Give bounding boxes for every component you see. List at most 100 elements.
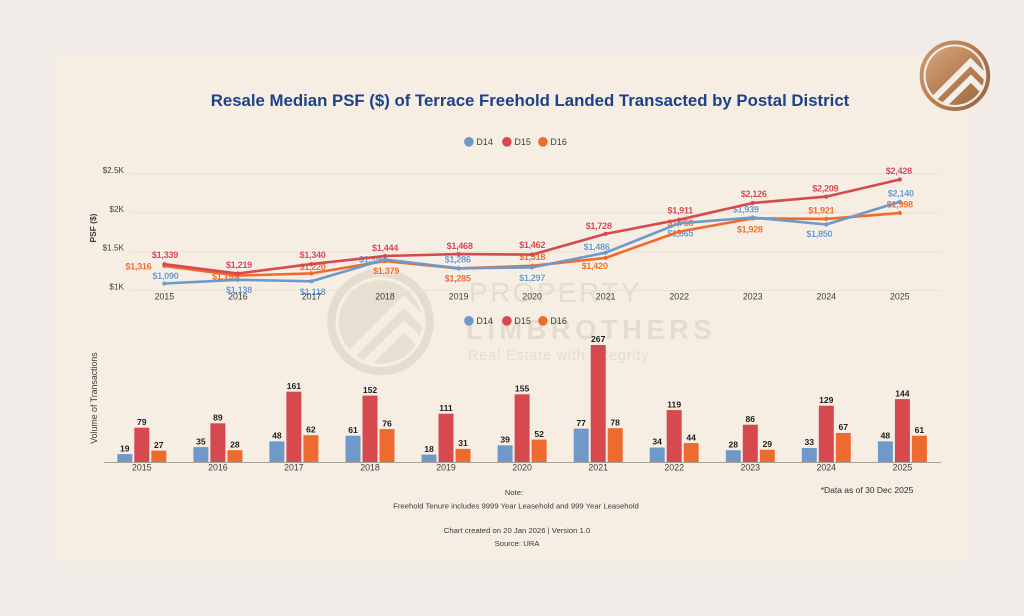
svg-text:28: 28 xyxy=(729,439,739,449)
svg-text:89: 89 xyxy=(213,413,223,423)
svg-text:76: 76 xyxy=(382,418,392,428)
svg-text:52: 52 xyxy=(534,429,544,439)
svg-text:$1,339: $1,339 xyxy=(152,250,178,260)
svg-text:44: 44 xyxy=(686,432,696,442)
svg-text:$1,340: $1,340 xyxy=(299,250,325,260)
svg-text:$1,444: $1,444 xyxy=(372,243,399,253)
svg-text:PSF ($): PSF ($) xyxy=(88,213,98,242)
svg-text:2020: 2020 xyxy=(512,463,532,473)
svg-text:2021: 2021 xyxy=(596,292,616,302)
svg-text:PROPERTY: PROPERTY xyxy=(469,277,642,308)
svg-text:$1,090: $1,090 xyxy=(152,271,178,281)
svg-text:$1,379: $1,379 xyxy=(373,266,399,276)
svg-text:144: 144 xyxy=(895,388,910,398)
svg-text:$1,316: $1,316 xyxy=(125,261,151,271)
svg-text:119: 119 xyxy=(667,399,681,409)
svg-text:2024: 2024 xyxy=(817,463,837,473)
svg-text:$1,462: $1,462 xyxy=(519,240,545,250)
svg-text:$1,297: $1,297 xyxy=(519,273,545,283)
svg-text:2023: 2023 xyxy=(743,292,763,302)
svg-text:111: 111 xyxy=(439,403,453,413)
svg-text:$2,209: $2,209 xyxy=(812,183,838,193)
svg-text:27: 27 xyxy=(154,440,164,450)
svg-text:$2.5K: $2.5K xyxy=(103,166,125,175)
svg-text:D14: D14 xyxy=(476,137,493,147)
svg-text:2018: 2018 xyxy=(360,463,380,473)
svg-text:D16: D16 xyxy=(550,316,567,326)
svg-text:Volume of Transactions: Volume of Transactions xyxy=(89,352,99,444)
svg-text:D14: D14 xyxy=(476,316,493,326)
svg-text:61: 61 xyxy=(915,425,925,435)
svg-text:267: 267 xyxy=(591,334,606,344)
svg-text:*Data as of 30 Dec 2025: *Data as of 30 Dec 2025 xyxy=(821,485,914,495)
svg-text:2023: 2023 xyxy=(741,463,761,473)
svg-text:D16: D16 xyxy=(550,137,567,147)
svg-text:152: 152 xyxy=(363,385,378,395)
svg-text:61: 61 xyxy=(348,425,358,435)
svg-text:$1,911: $1,911 xyxy=(667,205,693,215)
svg-text:2016: 2016 xyxy=(208,463,228,473)
svg-text:2022: 2022 xyxy=(664,463,684,473)
svg-text:$1,850: $1,850 xyxy=(806,229,832,239)
svg-text:D15: D15 xyxy=(514,137,531,147)
svg-text:79: 79 xyxy=(137,417,147,427)
svg-text:Source: URA: Source: URA xyxy=(495,539,541,548)
svg-text:29: 29 xyxy=(763,439,773,449)
svg-text:2019: 2019 xyxy=(449,292,469,302)
svg-text:2016: 2016 xyxy=(228,292,248,302)
svg-text:161: 161 xyxy=(287,381,302,391)
svg-text:28: 28 xyxy=(230,439,240,449)
svg-text:$1,486: $1,486 xyxy=(584,242,610,252)
svg-text:155: 155 xyxy=(515,384,530,394)
svg-text:35: 35 xyxy=(196,436,206,446)
svg-text:$1,286: $1,286 xyxy=(445,254,471,264)
svg-text:86: 86 xyxy=(746,414,756,424)
svg-text:2021: 2021 xyxy=(588,463,608,473)
svg-text:$2,126: $2,126 xyxy=(741,189,767,199)
svg-text:2015: 2015 xyxy=(132,463,152,473)
svg-text:Real Estate with Integrity: Real Estate with Integrity xyxy=(468,348,649,364)
svg-text:Note:: Note: xyxy=(505,488,523,497)
svg-text:18: 18 xyxy=(424,444,434,454)
svg-text:$1,728: $1,728 xyxy=(586,221,612,231)
svg-text:78: 78 xyxy=(610,417,620,427)
svg-text:19: 19 xyxy=(120,443,130,453)
svg-text:48: 48 xyxy=(881,431,891,441)
svg-text:34: 34 xyxy=(652,437,662,447)
svg-text:Chart created on 20 Jan 2026 |: Chart created on 20 Jan 2026 | Version 1… xyxy=(444,526,590,535)
svg-text:2025: 2025 xyxy=(890,292,910,302)
svg-text:2017: 2017 xyxy=(284,463,304,473)
svg-text:31: 31 xyxy=(458,438,468,448)
svg-text:$1,928: $1,928 xyxy=(737,224,763,234)
svg-text:39: 39 xyxy=(500,435,510,445)
svg-text:$1K: $1K xyxy=(109,283,124,292)
svg-text:62: 62 xyxy=(306,424,316,434)
svg-text:2025: 2025 xyxy=(893,463,913,473)
svg-text:$2,140: $2,140 xyxy=(888,188,914,198)
svg-text:2015: 2015 xyxy=(155,292,175,302)
svg-text:$2,428: $2,428 xyxy=(886,166,912,176)
svg-text:$1,219: $1,219 xyxy=(226,260,252,270)
svg-text:$1.5K: $1.5K xyxy=(103,244,125,253)
svg-text:Freehold Tenure includes 9999: Freehold Tenure includes 9999 Year Lease… xyxy=(393,502,639,511)
svg-text:129: 129 xyxy=(819,395,834,405)
svg-text:2019: 2019 xyxy=(436,463,456,473)
svg-text:$1,285: $1,285 xyxy=(445,273,471,283)
svg-text:2018: 2018 xyxy=(375,292,395,302)
svg-text:$1,118: $1,118 xyxy=(300,287,326,297)
svg-text:48: 48 xyxy=(272,431,282,441)
svg-text:2020: 2020 xyxy=(522,292,542,302)
svg-text:$1,138: $1,138 xyxy=(226,285,252,295)
svg-text:$1,921: $1,921 xyxy=(808,205,834,215)
svg-text:$1,420: $1,420 xyxy=(582,261,608,271)
svg-text:$2K: $2K xyxy=(109,205,124,214)
svg-text:$1,998: $1,998 xyxy=(887,199,913,209)
svg-text:77: 77 xyxy=(576,418,586,428)
svg-text:2022: 2022 xyxy=(669,292,689,302)
svg-text:2024: 2024 xyxy=(817,292,837,302)
svg-text:$1,468: $1,468 xyxy=(447,241,473,251)
svg-text:D15: D15 xyxy=(514,316,531,326)
svg-text:67: 67 xyxy=(839,422,849,432)
svg-text:2017: 2017 xyxy=(302,292,322,302)
svg-text:Resale Median PSF ($) of Terra: Resale Median PSF ($) of Terrace Freehol… xyxy=(211,91,850,110)
